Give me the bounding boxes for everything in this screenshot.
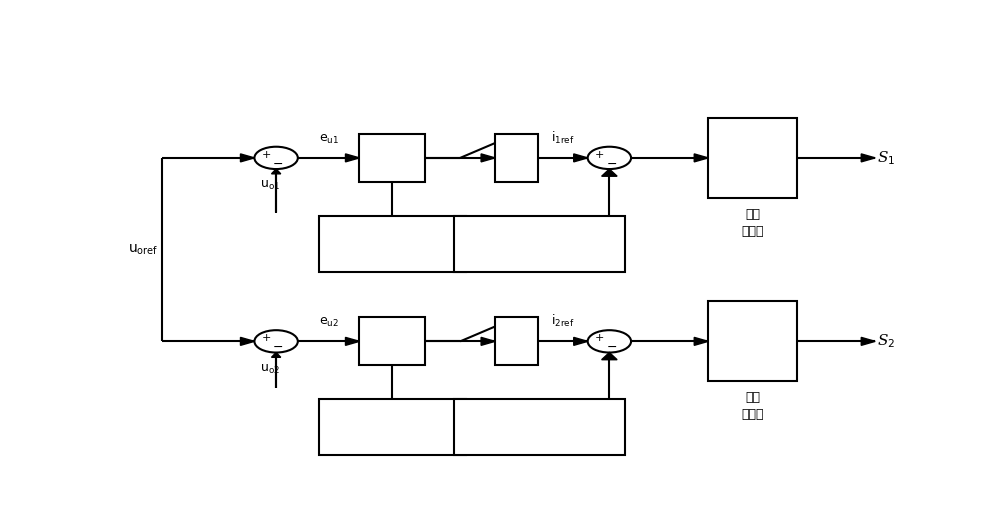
Text: PI: PI: [383, 333, 402, 350]
Polygon shape: [574, 154, 588, 162]
Text: 归一化的: 归一化的: [377, 227, 407, 241]
Text: u$_{\mathrm{o1}}$: u$_{\mathrm{o1}}$: [260, 179, 280, 192]
Text: S$_1$: S$_1$: [877, 149, 895, 167]
Bar: [319, 215, 466, 271]
Text: 对应的相电流: 对应的相电流: [517, 247, 562, 260]
Bar: [495, 134, 538, 182]
Text: 与MIN(e$_a$、e$_b$、e$_c$): 与MIN(e$_a$、e$_b$、e$_c$): [493, 410, 587, 426]
Polygon shape: [481, 154, 495, 162]
Bar: [359, 134, 425, 182]
Text: e$_{\mathrm{u1}}$: e$_{\mathrm{u1}}$: [319, 133, 339, 146]
Text: +: +: [262, 150, 271, 160]
Bar: [454, 215, 625, 271]
Text: −: −: [273, 157, 284, 170]
Polygon shape: [271, 169, 281, 174]
Polygon shape: [574, 337, 588, 346]
Bar: [359, 318, 425, 365]
Polygon shape: [345, 154, 359, 162]
Polygon shape: [748, 139, 757, 143]
Text: u$_{\mathrm{o2}}$: u$_{\mathrm{o2}}$: [260, 363, 280, 376]
Polygon shape: [345, 337, 359, 346]
Polygon shape: [694, 154, 708, 162]
Polygon shape: [271, 353, 281, 357]
Bar: [708, 118, 797, 198]
Text: +: +: [595, 333, 604, 343]
Polygon shape: [748, 172, 757, 177]
Text: 滞环
比较器: 滞环 比较器: [742, 208, 764, 238]
Polygon shape: [748, 322, 757, 327]
Text: +: +: [262, 333, 271, 343]
Text: i$_{\mathrm{2ref}}$: i$_{\mathrm{2ref}}$: [551, 313, 574, 329]
Polygon shape: [748, 356, 757, 361]
Bar: [319, 399, 466, 455]
Text: +: +: [595, 150, 604, 160]
Text: i$_{\mathrm{1ref}}$: i$_{\mathrm{1ref}}$: [551, 130, 574, 146]
Text: 归一化的: 归一化的: [377, 411, 407, 424]
Polygon shape: [240, 337, 254, 346]
Polygon shape: [501, 318, 516, 325]
Polygon shape: [602, 169, 617, 176]
Text: S$_2$: S$_2$: [877, 333, 895, 350]
Polygon shape: [861, 154, 875, 162]
Text: e$_{\mathrm{u2}}$: e$_{\mathrm{u2}}$: [319, 316, 339, 329]
Text: 滞环
比较器: 滞环 比较器: [742, 391, 764, 421]
Text: −: −: [606, 341, 617, 354]
Polygon shape: [602, 353, 617, 359]
Text: ×: ×: [508, 148, 525, 168]
Polygon shape: [501, 134, 516, 141]
Text: 与MAX(e$_a$、e$_b$、e$_c$): 与MAX(e$_a$、e$_b$、e$_c$): [491, 226, 589, 242]
Text: MIN(e$_a$、e$_b$、e$_c$): MIN(e$_a$、e$_b$、e$_c$): [349, 429, 436, 445]
Bar: [708, 301, 797, 381]
Text: ×: ×: [508, 332, 525, 351]
Polygon shape: [694, 337, 708, 346]
Bar: [495, 318, 538, 365]
Text: −: −: [606, 157, 617, 170]
Text: −: −: [273, 341, 284, 354]
Polygon shape: [861, 337, 875, 346]
Text: u$_{\mathrm{oref}}$: u$_{\mathrm{oref}}$: [128, 242, 158, 257]
Bar: [454, 399, 625, 455]
Polygon shape: [481, 337, 495, 346]
Polygon shape: [240, 154, 254, 162]
Text: PI: PI: [383, 149, 402, 167]
Text: MAX(e$_a$、e$_b$、e$_c$): MAX(e$_a$、e$_b$、e$_c$): [347, 246, 438, 262]
Text: 对应的相电流: 对应的相电流: [517, 430, 562, 444]
